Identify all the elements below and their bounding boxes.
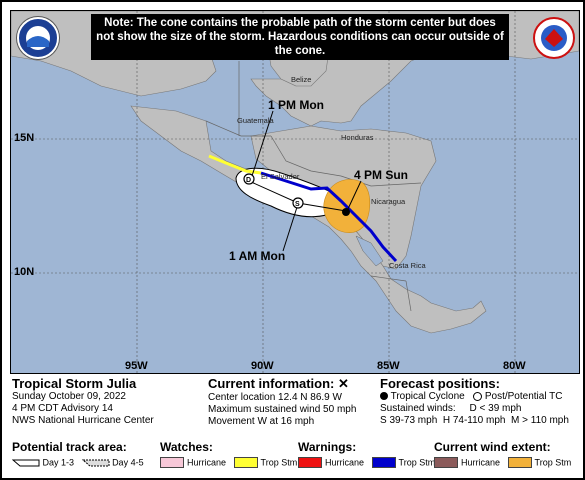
legend-warnings: Warnings: Hurricane Trop Stm	[298, 440, 436, 469]
leader-1pm	[250, 110, 274, 180]
forecast-post: Post/Potential TC	[484, 391, 563, 402]
legend-track: Potential track area: Day 1-3 Day 4-5	[11, 440, 144, 468]
storm-name: Tropical Storm Julia	[12, 376, 137, 391]
legend-day45: Day 4-5	[112, 457, 144, 468]
forecast-info: Forecast positions: Tropical Cyclone Pos…	[380, 376, 569, 427]
country-nicaragua: Nicaragua	[371, 197, 406, 206]
storm-date: Sunday October 09, 2022	[12, 391, 126, 402]
warnings-heading: Warnings:	[298, 440, 357, 454]
nws-logo	[533, 17, 575, 59]
storm-advisory: 4 PM CDT Advisory 14	[12, 403, 113, 414]
lake-nicaragua	[355, 235, 384, 267]
lon-label-90w: 90W	[251, 360, 274, 372]
warning-hurricane-swatch	[298, 457, 322, 469]
label-4pm-sun: 4 PM Sun	[354, 168, 409, 182]
wind-heading: Current wind extent:	[434, 440, 551, 454]
wind-ts-swatch	[507, 457, 532, 469]
current-heading: Current information:	[208, 376, 335, 391]
ts-warning-coast	[260, 171, 398, 263]
storm-center: NWS National Hurricane Center	[12, 415, 154, 426]
forecast-h: H 74-110 mph	[442, 415, 506, 426]
country-honduras: Honduras	[341, 133, 374, 142]
tc-filled-circle-icon	[380, 392, 388, 401]
cone-note: Note: The cone contains the probable pat…	[91, 14, 509, 60]
current-info: Current information: ✕ Center location 1…	[208, 376, 356, 428]
current-wind: Maximum sustained wind 50 mph	[208, 404, 357, 415]
country-belize: Belize	[291, 75, 312, 84]
wind-hurricane-label: Hurricane	[461, 457, 501, 468]
watch-hurricane-label: Hurricane	[187, 457, 227, 468]
country-guatemala: Guatemala	[237, 116, 274, 125]
current-position	[342, 208, 350, 216]
wind-ts-label: Trop Stm	[534, 457, 572, 468]
lon-label-95w: 95W	[125, 360, 148, 372]
marker-d: D	[246, 177, 251, 184]
warning-ts-swatch	[371, 457, 396, 469]
forecast-cone	[235, 167, 350, 218]
noaa-logo-icon	[26, 26, 50, 50]
current-location: Center location 12.4 N 86.9 W	[208, 392, 342, 403]
graticule	[11, 11, 579, 373]
legend-day13: Day 1-3	[42, 457, 75, 468]
forecast-m: M > 110 mph	[511, 415, 569, 426]
forecast-point-s	[292, 197, 304, 209]
leader-1am	[282, 203, 299, 252]
legend-watches: Watches: Hurricane Trop Stm	[160, 440, 298, 469]
leader-4pm	[346, 180, 362, 212]
forecast-point-d	[243, 173, 255, 185]
track-heading: Potential track area:	[12, 440, 127, 454]
noaa-logo	[17, 17, 59, 59]
wind-hurricane-swatch	[434, 457, 458, 469]
map-panel: S D Note: The cone contains the probable…	[10, 10, 580, 374]
current-x-icon: ✕	[338, 376, 349, 391]
day45-swatch-icon	[81, 459, 110, 467]
watch-ts-label: Trop Stm	[260, 457, 298, 468]
storm-info: Tropical Storm Julia Sunday October 09, …	[12, 376, 154, 427]
warning-ts-label: Trop Stm	[398, 457, 436, 468]
country-costa-rica: Costa Rica	[389, 261, 426, 270]
country-el-salvador: El Salvador	[261, 172, 300, 181]
marker-s: S	[295, 201, 300, 208]
forecast-tc: Tropical Cyclone	[390, 391, 465, 402]
current-movement: Movement W at 16 mph	[208, 416, 315, 427]
forecast-heading: Forecast positions:	[380, 376, 500, 391]
forecast-d: D < 39 mph	[469, 403, 522, 414]
day13-swatch-icon	[11, 459, 40, 467]
lat-label-15n: 15N	[14, 132, 35, 144]
lon-label-80w: 80W	[503, 360, 526, 372]
watch-ts-swatch	[233, 457, 258, 469]
info-panel: Tropical Storm Julia Sunday October 09, …	[10, 374, 578, 476]
warning-hurricane-label: Hurricane	[325, 457, 365, 468]
label-1pm-mon: 1 PM Mon	[268, 98, 324, 112]
post-open-circle-icon	[473, 391, 483, 401]
watch-hurricane-swatch	[160, 457, 184, 469]
country-borders	[205, 61, 422, 312]
watches-heading: Watches:	[160, 440, 213, 454]
forecast-sustained: Sustained winds:	[380, 403, 456, 414]
map-canvas: S D	[11, 11, 579, 373]
forecast-s: S 39-73 mph	[380, 415, 438, 426]
legend-wind: Current wind extent: Hurricane Trop Stm	[434, 440, 572, 469]
lon-label-85w: 85W	[377, 360, 400, 372]
nws-logo-icon	[541, 25, 567, 51]
lat-label-10n: 10N	[14, 266, 35, 278]
label-1am-mon: 1 AM Mon	[229, 249, 286, 263]
